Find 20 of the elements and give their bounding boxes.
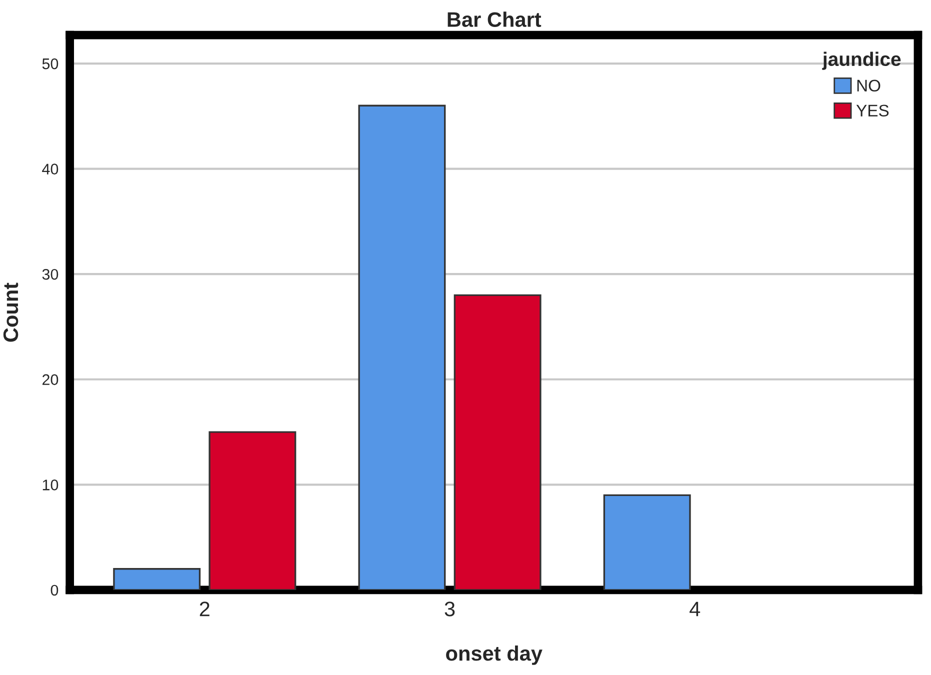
y-tick-label: 40 xyxy=(42,164,58,174)
bar xyxy=(208,431,296,590)
x-tick-label: 2 xyxy=(200,602,210,616)
x-axis-title: onset day xyxy=(446,645,542,665)
y-tick-label: 0 xyxy=(50,584,58,596)
bar xyxy=(454,294,542,590)
chart-title: Bar Chart xyxy=(448,12,542,27)
y-tick-label: 50 xyxy=(42,58,58,70)
x-tick-label: 3 xyxy=(444,602,455,616)
bar xyxy=(113,568,201,590)
legend-label: YES xyxy=(856,104,889,117)
x-tick-label: 4 xyxy=(690,602,700,616)
y-tick-label: 30 xyxy=(42,268,58,280)
y-axis-title: Count xyxy=(3,282,18,342)
y-tick-label: 10 xyxy=(42,480,58,490)
bar xyxy=(603,494,691,590)
legend-label: NO xyxy=(857,80,880,92)
y-tick-label: 20 xyxy=(42,374,58,386)
legend-title: jaundice xyxy=(822,52,901,70)
bar xyxy=(358,104,446,590)
